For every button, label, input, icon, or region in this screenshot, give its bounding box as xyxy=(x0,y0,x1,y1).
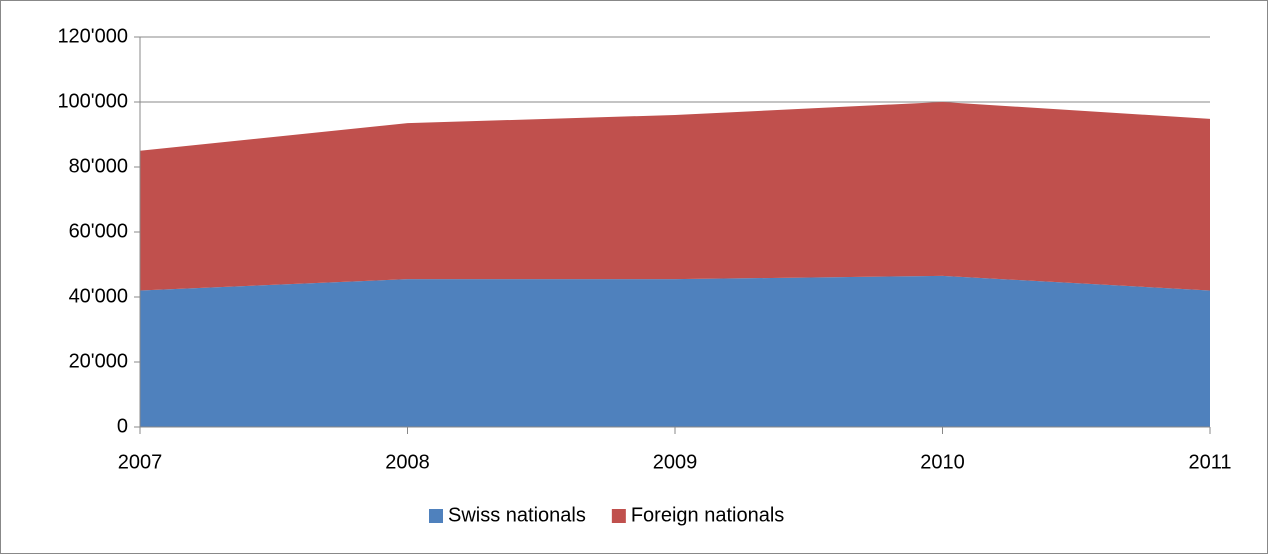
x-tick-label: 2010 xyxy=(920,451,965,473)
y-tick-label: 0 xyxy=(117,415,128,437)
area xyxy=(140,275,1210,427)
legend-swatch xyxy=(429,509,443,523)
y-tick-label: 40'000 xyxy=(69,285,128,307)
y-tick-label: 120'000 xyxy=(57,25,128,47)
x-tick-label: 2008 xyxy=(385,451,430,473)
x-tick-label: 2007 xyxy=(118,451,163,473)
legend-label: Swiss nationals xyxy=(448,504,586,526)
legend-label: Foreign nationals xyxy=(631,504,784,526)
y-tick-label: 80'000 xyxy=(69,155,128,177)
x-tick-label: 2011 xyxy=(1188,451,1231,473)
legend-swatch xyxy=(611,509,626,523)
y-tick-label: 60'000 xyxy=(69,220,128,242)
y-tick-label: 20'000 xyxy=(69,350,128,372)
x-tick-label: 2009 xyxy=(653,451,698,473)
area xyxy=(140,102,1210,291)
y-tick-label: 100'000 xyxy=(57,90,128,112)
